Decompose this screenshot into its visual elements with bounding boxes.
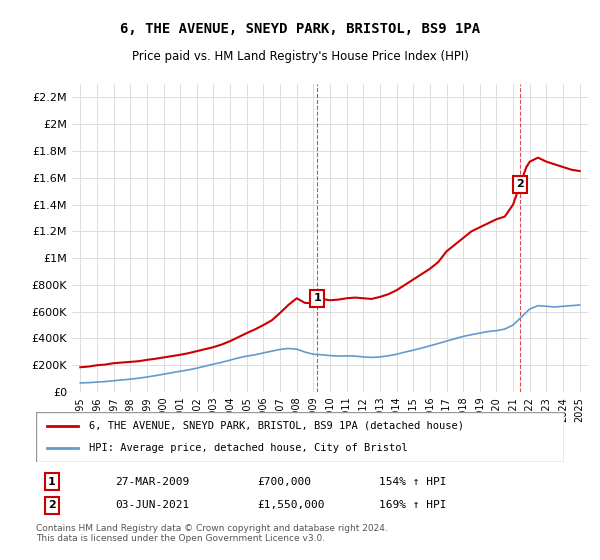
Text: 2: 2	[516, 179, 524, 189]
Text: £1,550,000: £1,550,000	[258, 501, 325, 510]
Text: 03-JUN-2021: 03-JUN-2021	[115, 501, 190, 510]
Text: Contains HM Land Registry data © Crown copyright and database right 2024.
This d: Contains HM Land Registry data © Crown c…	[36, 524, 388, 543]
Text: Price paid vs. HM Land Registry's House Price Index (HPI): Price paid vs. HM Land Registry's House …	[131, 50, 469, 63]
FancyBboxPatch shape	[36, 412, 564, 462]
Text: 154% ↑ HPI: 154% ↑ HPI	[379, 477, 446, 487]
Text: 1: 1	[48, 477, 56, 487]
Text: £700,000: £700,000	[258, 477, 312, 487]
Text: 2: 2	[48, 501, 56, 510]
Text: 6, THE AVENUE, SNEYD PARK, BRISTOL, BS9 1PA: 6, THE AVENUE, SNEYD PARK, BRISTOL, BS9 …	[120, 22, 480, 36]
Text: 1: 1	[313, 293, 321, 304]
Text: 6, THE AVENUE, SNEYD PARK, BRISTOL, BS9 1PA (detached house): 6, THE AVENUE, SNEYD PARK, BRISTOL, BS9 …	[89, 421, 464, 431]
Text: HPI: Average price, detached house, City of Bristol: HPI: Average price, detached house, City…	[89, 443, 407, 453]
Text: 27-MAR-2009: 27-MAR-2009	[115, 477, 190, 487]
Text: 169% ↑ HPI: 169% ↑ HPI	[379, 501, 446, 510]
